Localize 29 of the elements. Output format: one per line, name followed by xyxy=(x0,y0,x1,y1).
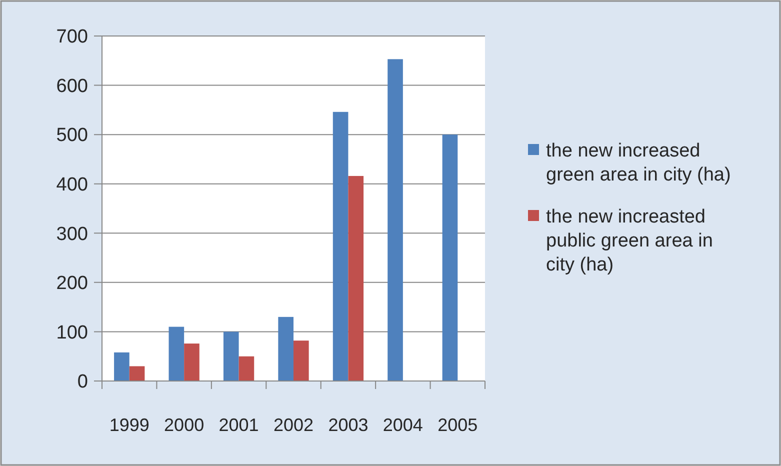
x-tick-label: 2003 xyxy=(328,415,368,435)
x-tick-label: 2004 xyxy=(382,415,423,435)
x-tick-label: 2005 xyxy=(438,415,478,435)
y-tick-label: 100 xyxy=(56,322,88,344)
x-tick-label: 2000 xyxy=(164,415,204,435)
bar xyxy=(442,134,458,381)
y-tick-label: 700 xyxy=(56,26,88,48)
x-tick-label: 1999 xyxy=(109,415,150,435)
bar xyxy=(238,356,254,381)
bar xyxy=(332,112,348,381)
bar xyxy=(294,340,309,381)
bar xyxy=(348,176,364,381)
y-tick-label: 600 xyxy=(56,76,88,97)
legend-label: the new increasted public green area in city (ha) xyxy=(546,206,713,276)
bar xyxy=(388,59,403,381)
bar xyxy=(184,344,200,381)
y-tick-label: 300 xyxy=(56,224,88,245)
bar xyxy=(129,366,145,381)
bar xyxy=(278,316,294,381)
y-tick-label: 0 xyxy=(77,372,88,393)
x-tick-label: 2002 xyxy=(273,415,314,435)
y-tick-label: 400 xyxy=(56,174,88,196)
bar xyxy=(168,326,184,381)
bar xyxy=(114,352,130,381)
legend-label: the new increased green area in city (ha) xyxy=(546,140,731,186)
y-tick-label: 500 xyxy=(56,125,88,146)
bar xyxy=(223,332,239,381)
y-tick-label: 200 xyxy=(56,273,88,294)
x-tick-label: 2001 xyxy=(218,415,259,435)
